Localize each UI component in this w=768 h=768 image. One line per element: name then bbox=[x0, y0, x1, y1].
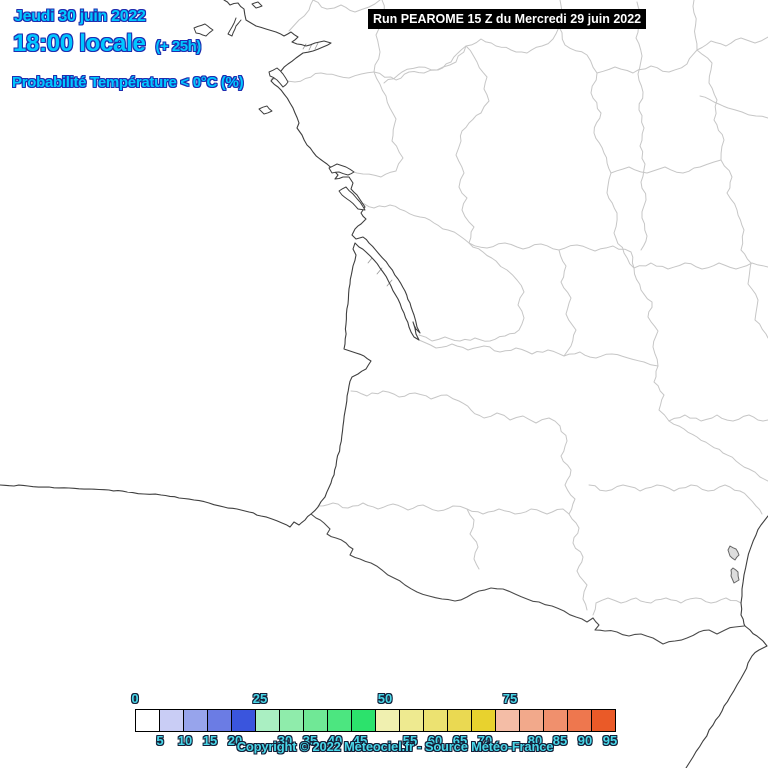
legend-cell bbox=[399, 709, 424, 732]
forecast-time: 18:00 locale (+ 25h) bbox=[13, 30, 201, 58]
forecast-offset: (+ 25h) bbox=[155, 38, 202, 55]
legend-label: 90 bbox=[577, 733, 593, 748]
legend-cell bbox=[447, 709, 472, 732]
legend-label: 60 bbox=[427, 733, 443, 748]
forecast-time-text: 18:00 locale bbox=[13, 30, 146, 57]
legend-label: 25 bbox=[252, 691, 268, 706]
map-path bbox=[610, 159, 722, 174]
legend-label: 10 bbox=[177, 733, 193, 748]
model-run-banner: Run PEAROME 15 Z du Mercredi 29 juin 202… bbox=[368, 9, 647, 29]
legend-cell bbox=[159, 709, 184, 732]
map-path bbox=[418, 242, 525, 342]
map-path bbox=[559, 425, 588, 611]
map-path bbox=[0, 0, 421, 528]
map-path bbox=[251, 1, 263, 9]
legend-cell bbox=[567, 709, 592, 732]
legend-label: 40 bbox=[327, 733, 343, 748]
map-path bbox=[727, 545, 740, 561]
map-path bbox=[558, 26, 635, 269]
legend-cell bbox=[183, 709, 208, 732]
map-path bbox=[383, 45, 467, 84]
map-path bbox=[350, 71, 404, 178]
legend-cell bbox=[591, 709, 616, 732]
map-path bbox=[668, 414, 768, 422]
map-path bbox=[314, 42, 319, 50]
legend-cell bbox=[327, 709, 352, 732]
legend-label: 5 bbox=[156, 733, 164, 748]
legend-label: 35 bbox=[302, 733, 318, 748]
map-path bbox=[268, 67, 289, 88]
map-path bbox=[302, 43, 307, 50]
map-path bbox=[270, 71, 375, 83]
map-path bbox=[692, 0, 768, 339]
legend-cell bbox=[423, 709, 448, 732]
legend-label: 85 bbox=[552, 733, 568, 748]
map-path bbox=[730, 567, 740, 584]
legend-label: 95 bbox=[602, 733, 618, 748]
map-path bbox=[350, 390, 561, 427]
map-path bbox=[633, 267, 670, 422]
legend-label: 0 bbox=[131, 691, 139, 706]
legend-cell bbox=[207, 709, 232, 732]
map-path bbox=[193, 23, 214, 37]
forecast-date: Jeudi 30 juin 2022 bbox=[14, 8, 146, 25]
copyright-line: Copyright © 2022 Meteociel.fr - Source M… bbox=[236, 739, 554, 754]
legend-cell bbox=[543, 709, 568, 732]
legend-label: 30 bbox=[277, 733, 293, 748]
map-path bbox=[418, 339, 659, 367]
map-path bbox=[258, 105, 273, 115]
legend-cell bbox=[279, 709, 304, 732]
map-path bbox=[358, 202, 470, 244]
legend-cell bbox=[375, 709, 400, 732]
map-path bbox=[317, 502, 480, 570]
legend-label: 65 bbox=[452, 733, 468, 748]
legend-cell bbox=[495, 709, 520, 732]
map-path bbox=[596, 49, 698, 74]
legend-cell bbox=[351, 709, 376, 732]
map-path bbox=[466, 508, 570, 515]
legend-label: 15 bbox=[202, 733, 218, 748]
map-path bbox=[588, 484, 763, 515]
map-path bbox=[558, 249, 577, 357]
map-path bbox=[696, 36, 768, 51]
legend-cell bbox=[255, 709, 280, 732]
map-path bbox=[227, 17, 242, 37]
legend-label: 80 bbox=[527, 733, 543, 748]
map-path bbox=[328, 163, 355, 176]
map-path bbox=[338, 186, 366, 211]
map-path bbox=[288, 0, 314, 32]
legend-cell bbox=[303, 709, 328, 732]
legend-label: 70 bbox=[477, 733, 493, 748]
map-path bbox=[455, 45, 490, 244]
legend-cell bbox=[135, 709, 160, 732]
map-path bbox=[699, 95, 768, 119]
map-parameter-title: Probabilité Température < 0°C (%) bbox=[12, 74, 244, 91]
legend-label: 50 bbox=[377, 691, 393, 706]
legend-label: 55 bbox=[402, 733, 418, 748]
legend-label: 45 bbox=[352, 733, 368, 748]
legend-cell bbox=[519, 709, 544, 732]
legend-cell bbox=[471, 709, 496, 732]
legend-cell bbox=[231, 709, 256, 732]
legend-label: 75 bbox=[502, 691, 518, 706]
legend-colorbar: 0 25 50 75 5 10 15 20 30 35 40 45 55 60 65 70 80 85 90 95 bbox=[131, 691, 617, 748]
legend-label: 20 bbox=[227, 733, 243, 748]
map-path bbox=[310, 513, 745, 645]
map-path bbox=[367, 257, 373, 264]
map-path bbox=[468, 242, 635, 269]
map-path bbox=[312, 0, 381, 13]
legend-cells bbox=[135, 709, 616, 732]
map-path bbox=[633, 262, 768, 270]
map-path bbox=[635, 1, 648, 251]
map-path bbox=[373, 45, 467, 81]
map-path bbox=[592, 597, 742, 616]
map-path bbox=[685, 515, 768, 768]
map-path bbox=[668, 420, 768, 482]
